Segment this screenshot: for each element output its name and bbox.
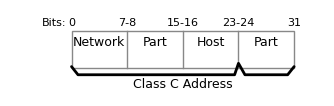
Text: 31: 31: [287, 17, 301, 28]
Text: Part: Part: [143, 36, 167, 49]
Text: 0: 0: [68, 17, 75, 28]
Text: Part: Part: [254, 36, 279, 49]
Text: 7-8: 7-8: [118, 17, 136, 28]
Text: Network: Network: [73, 36, 126, 49]
Bar: [71, 31, 294, 68]
Text: 15-16: 15-16: [167, 17, 199, 28]
Text: Host: Host: [196, 36, 225, 49]
Text: Class C Address: Class C Address: [133, 78, 233, 91]
Text: Bits:: Bits:: [42, 17, 66, 28]
Text: 23-24: 23-24: [222, 17, 255, 28]
